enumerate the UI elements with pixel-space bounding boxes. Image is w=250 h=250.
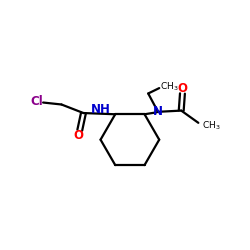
Text: O: O	[74, 129, 84, 142]
Text: CH$_3$: CH$_3$	[202, 119, 221, 132]
Text: NH: NH	[90, 104, 110, 117]
Text: O: O	[178, 82, 188, 94]
Text: N: N	[153, 105, 163, 118]
Text: Cl: Cl	[30, 95, 43, 108]
Text: CH$_3$: CH$_3$	[160, 81, 179, 93]
